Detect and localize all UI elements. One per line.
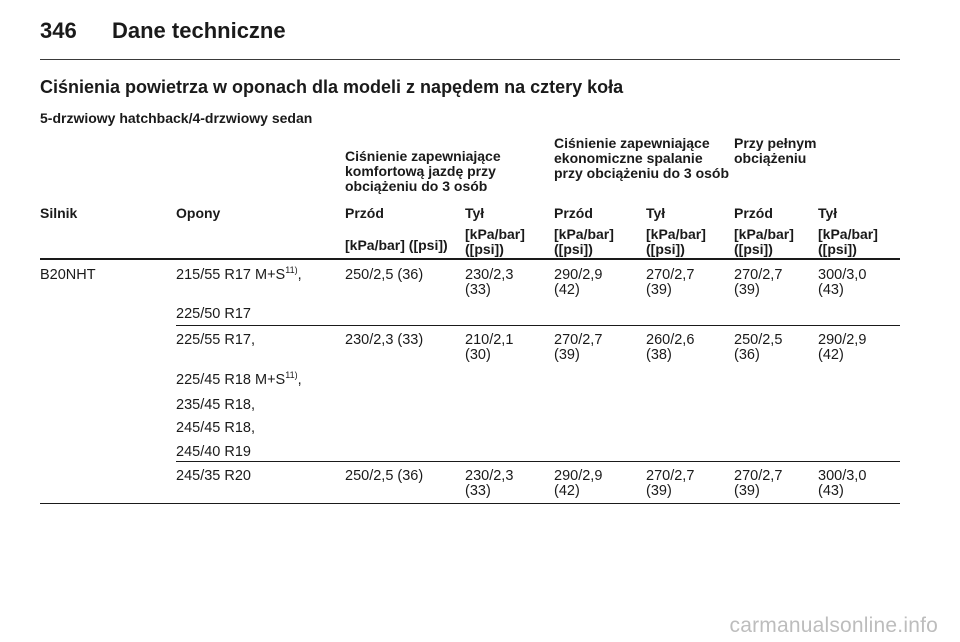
cell-tyre: 225/50 R17	[176, 306, 251, 322]
cell-eco-front: 290/2,9 (42)	[554, 468, 603, 499]
col-header-full-rear: Tył	[818, 205, 838, 221]
watermark: carmanualsonline.info	[729, 614, 938, 637]
cell-full-rear: 300/3,0 (43)	[818, 468, 867, 499]
col-header-full-front: Przód	[734, 205, 773, 221]
page-number: 346	[40, 18, 77, 43]
cell-full-front: 270/2,7 (39)	[734, 468, 783, 499]
cell-full-front: 270/2,7 (39)	[734, 267, 783, 298]
row-rule	[176, 461, 900, 462]
group-header-comfort: Ciśnienie zapewniające komfortową jazdę …	[345, 148, 501, 194]
cell-tyre: 215/55 R17 M+S11),	[176, 265, 302, 283]
col-header-comfort-front: Przód	[345, 205, 384, 221]
col-header-tyres: Opony	[176, 205, 221, 221]
subsection-title: 5-drzwiowy hatchback/4-drzwiowy sedan	[40, 110, 313, 126]
cell-tyre: 235/45 R18,	[176, 397, 256, 413]
cell-engine: B20NHT	[40, 267, 96, 283]
cell-full-rear: 290/2,9 (42)	[818, 332, 867, 363]
cell-comfort-rear: 210/2,1 (30)	[465, 332, 514, 363]
col-header-comfort-rear: Tył	[465, 205, 485, 221]
unit-eco-front: [kPa/bar] ([psi])	[554, 226, 614, 257]
group-header-economy: Ciśnienie zapewniające ekonomiczne spala…	[554, 135, 730, 181]
unit-full-rear: [kPa/bar] ([psi])	[818, 226, 878, 257]
cell-eco-front: 270/2,7 (39)	[554, 332, 603, 363]
table-bottom-rule	[40, 503, 900, 504]
unit-full-front: [kPa/bar] ([psi])	[734, 226, 794, 257]
header-bottom-rule	[40, 258, 900, 260]
cell-full-rear: 300/3,0 (43)	[818, 267, 867, 298]
cell-tyre: 245/45 R18,	[176, 420, 256, 436]
cell-comfort-front: 230/2,3 (33)	[345, 332, 424, 348]
row-rule	[176, 325, 900, 326]
tyre-size: 225/45 R18 M+S	[176, 372, 286, 388]
col-header-engine: Silnik	[40, 205, 78, 221]
cell-tyre: 225/45 R18 M+S11),	[176, 370, 302, 388]
footnote-mark: 11)	[285, 370, 298, 380]
footnote-mark: 11)	[285, 265, 298, 275]
cell-eco-rear: 260/2,6 (38)	[646, 332, 695, 363]
section-title: Ciśnienia powietrza w oponach dla modeli…	[40, 77, 624, 97]
unit-comfort-rear: [kPa/bar] ([psi])	[465, 226, 525, 257]
unit-comfort-front: [kPa/bar] ([psi])	[345, 237, 448, 253]
col-header-eco-front: Przód	[554, 205, 593, 221]
col-header-eco-rear: Tył	[646, 205, 666, 221]
cell-comfort-front: 250/2,5 (36)	[345, 468, 424, 484]
cell-tyre: 245/35 R20	[176, 468, 251, 484]
unit-eco-rear: [kPa/bar] ([psi])	[646, 226, 706, 257]
cell-eco-rear: 270/2,7 (39)	[646, 468, 695, 499]
cell-full-front: 250/2,5 (36)	[734, 332, 783, 363]
cell-tyre: 245/40 R19	[176, 444, 251, 460]
cell-eco-rear: 270/2,7 (39)	[646, 267, 695, 298]
group-header-full-load: Przy pełnym obciążeniu	[734, 135, 817, 166]
cell-tyre: 225/55 R17,	[176, 332, 256, 348]
header-rule	[40, 59, 900, 60]
chapter-title: Dane techniczne	[112, 18, 286, 43]
cell-eco-front: 290/2,9 (42)	[554, 267, 603, 298]
cell-comfort-rear: 230/2,3 (33)	[465, 468, 514, 499]
tyre-size: 215/55 R17 M+S	[176, 267, 286, 283]
cell-comfort-rear: 230/2,3 (33)	[465, 267, 514, 298]
cell-comfort-front: 250/2,5 (36)	[345, 267, 424, 283]
